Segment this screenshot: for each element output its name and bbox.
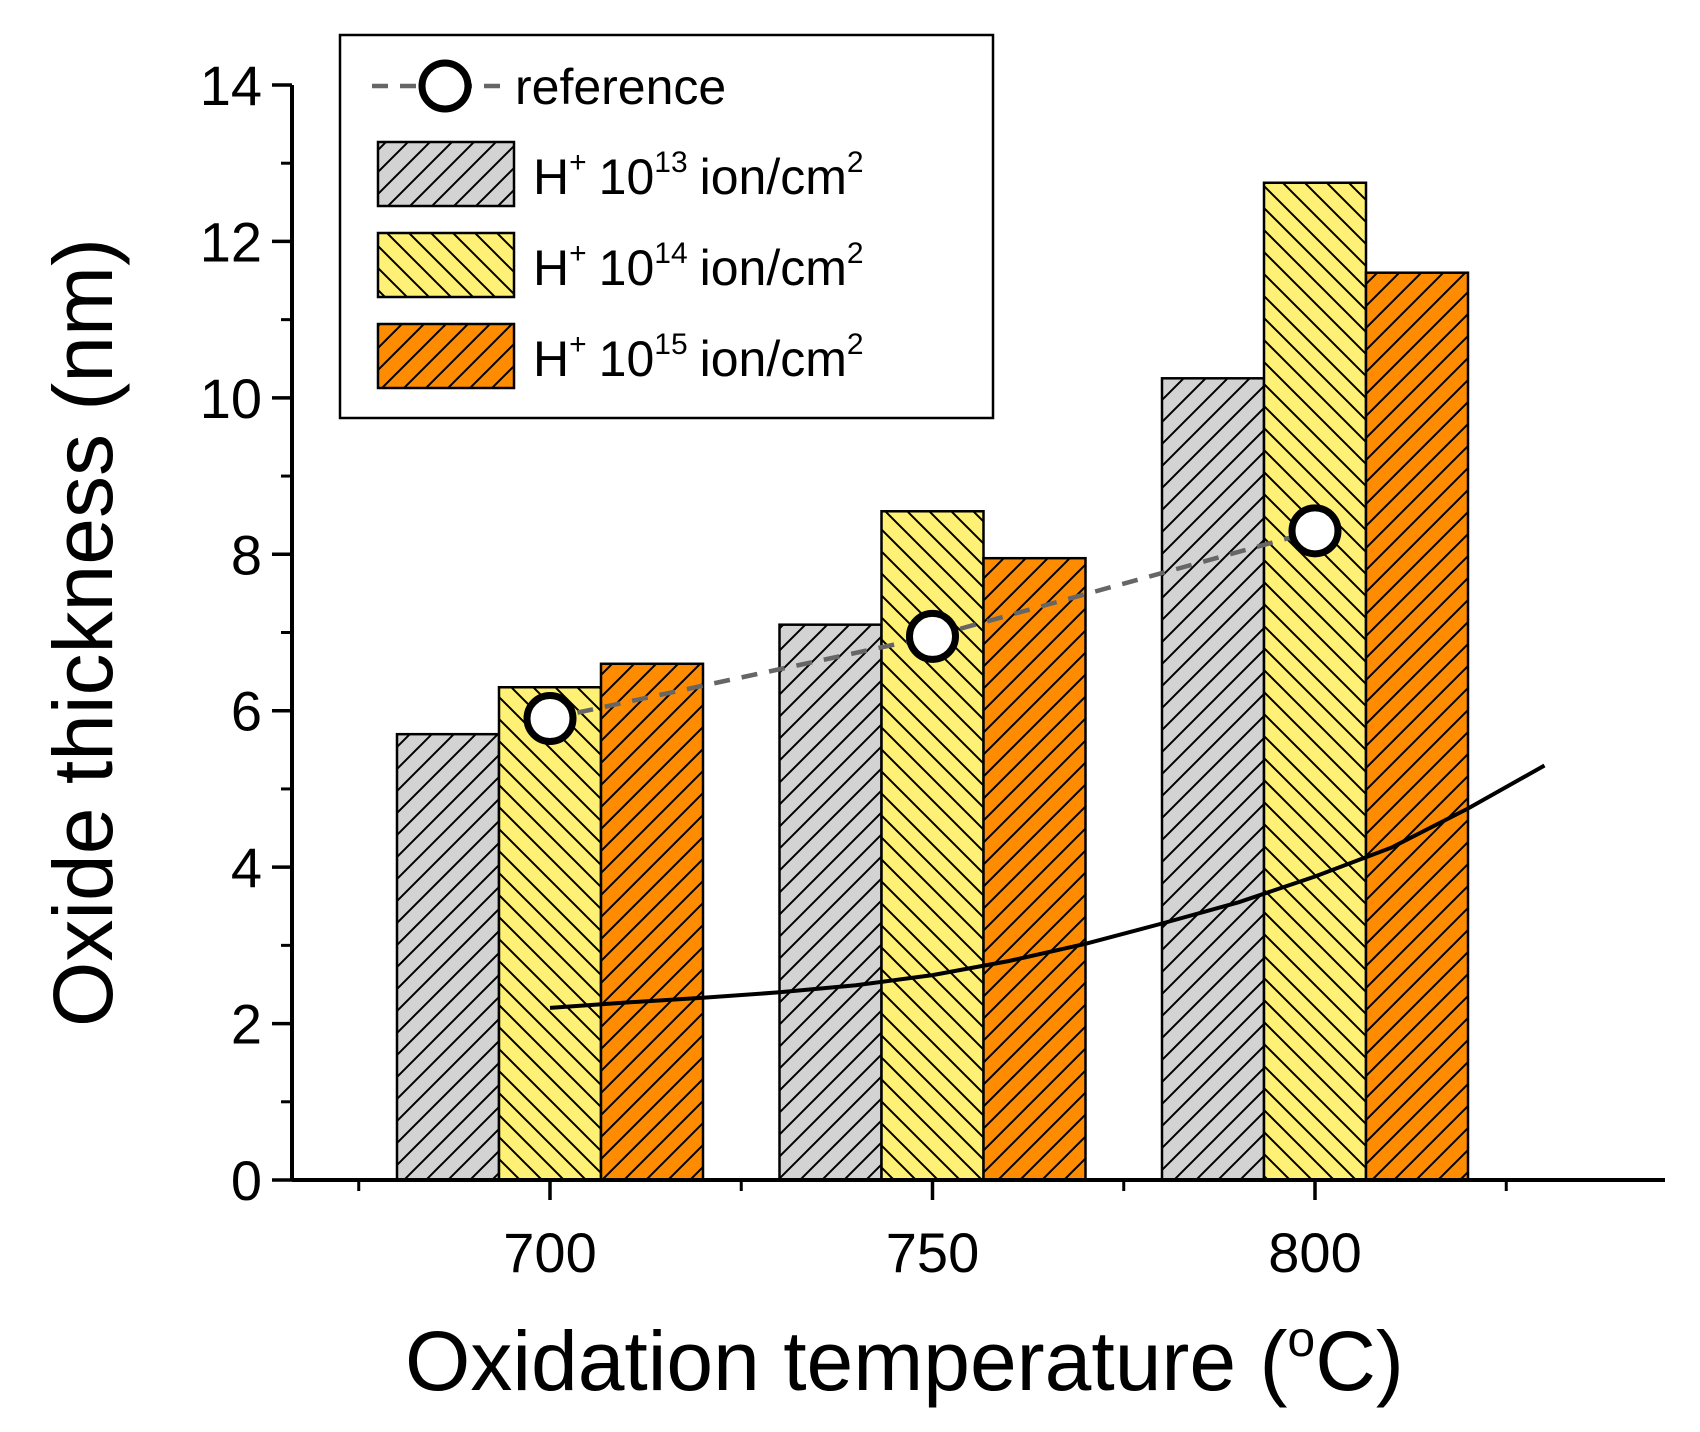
legend-label-base: H — [533, 149, 569, 205]
reference-line — [549, 528, 1316, 721]
legend-swatch-hatch-3 — [376, 322, 516, 390]
legend-label-num: 10 — [599, 331, 655, 387]
x-axis-title-main: Oxidation temperature ( — [405, 1314, 1287, 1408]
legend-swatch-hatch-1 — [376, 140, 516, 208]
legend-label-unit: ion/cm — [700, 240, 847, 296]
y-tick-label-8: 8 — [231, 523, 262, 586]
legend-label-exp: 13 — [654, 146, 687, 179]
legend-label-unit: ion/cm — [700, 149, 847, 205]
reference-point-800 — [1288, 504, 1342, 558]
bar-hatch-800-series-2 — [1262, 181, 1368, 1182]
x-tick-label-750: 750 — [886, 1221, 979, 1284]
legend-reference-label: reference — [515, 59, 726, 115]
bar-hatch-750-series-3 — [982, 556, 1087, 1182]
legend-label-unit-sup: 2 — [847, 328, 864, 361]
legend-label-base: H — [533, 240, 569, 296]
legend-label-num: 10 — [599, 149, 655, 205]
reference-point-750 — [906, 609, 959, 663]
y-tick-label-2: 2 — [231, 993, 262, 1056]
legend-label-3: H+ 1015 ion/cm2 — [533, 328, 864, 387]
bar-hatch-700-series-1 — [395, 732, 501, 1182]
legend-label-2: H+ 1014 ion/cm2 — [533, 237, 864, 296]
legend-label-exp: 14 — [654, 237, 687, 270]
y-axis-title: Oxide thickness (nm) — [36, 238, 130, 1027]
y-tick-label-4: 4 — [231, 836, 262, 899]
y-tick-label-0: 0 — [231, 1149, 262, 1212]
x-axis-title-degree: o — [1287, 1311, 1315, 1367]
legend-label-exp: 15 — [654, 328, 687, 361]
legend-label-unit: ion/cm — [700, 331, 847, 387]
x-axis-title-unit: C) — [1315, 1314, 1404, 1408]
reference-point-700 — [523, 692, 577, 746]
y-tick-label-12: 12 — [200, 210, 262, 273]
bar-hatch-700-series-2 — [497, 686, 603, 1182]
legend-reference-marker — [418, 59, 472, 113]
y-tick-label-14: 14 — [200, 54, 262, 117]
bar-hatch-750-series-1 — [778, 623, 883, 1182]
bar-hatch-800-series-1 — [1160, 377, 1266, 1182]
x-tick-label-800: 800 — [1268, 1221, 1361, 1284]
fit-curve-line — [549, 763, 1546, 1010]
x-tick-label-700: 700 — [503, 1221, 596, 1284]
legend-swatch-hatch-2 — [376, 231, 516, 299]
legend-label-unit-sup: 2 — [847, 237, 864, 270]
legend-label-unit-sup: 2 — [847, 146, 864, 179]
x-axis-title: Oxidation temperature (oC) — [405, 1311, 1404, 1408]
y-tick-label-10: 10 — [200, 367, 262, 430]
bar-hatch-700-series-3 — [599, 662, 705, 1182]
legend-label-base-sup: + — [569, 328, 587, 361]
legend-label-base-sup: + — [569, 146, 587, 179]
y-tick-label-6: 6 — [231, 680, 262, 743]
legend-label-base-sup: + — [569, 237, 587, 270]
legend-label-base: H — [533, 331, 569, 387]
bar-hatch-800-series-3 — [1364, 271, 1470, 1182]
legend-label-num: 10 — [599, 240, 655, 296]
legend-label-1: H+ 1013 ion/cm2 — [533, 146, 864, 205]
